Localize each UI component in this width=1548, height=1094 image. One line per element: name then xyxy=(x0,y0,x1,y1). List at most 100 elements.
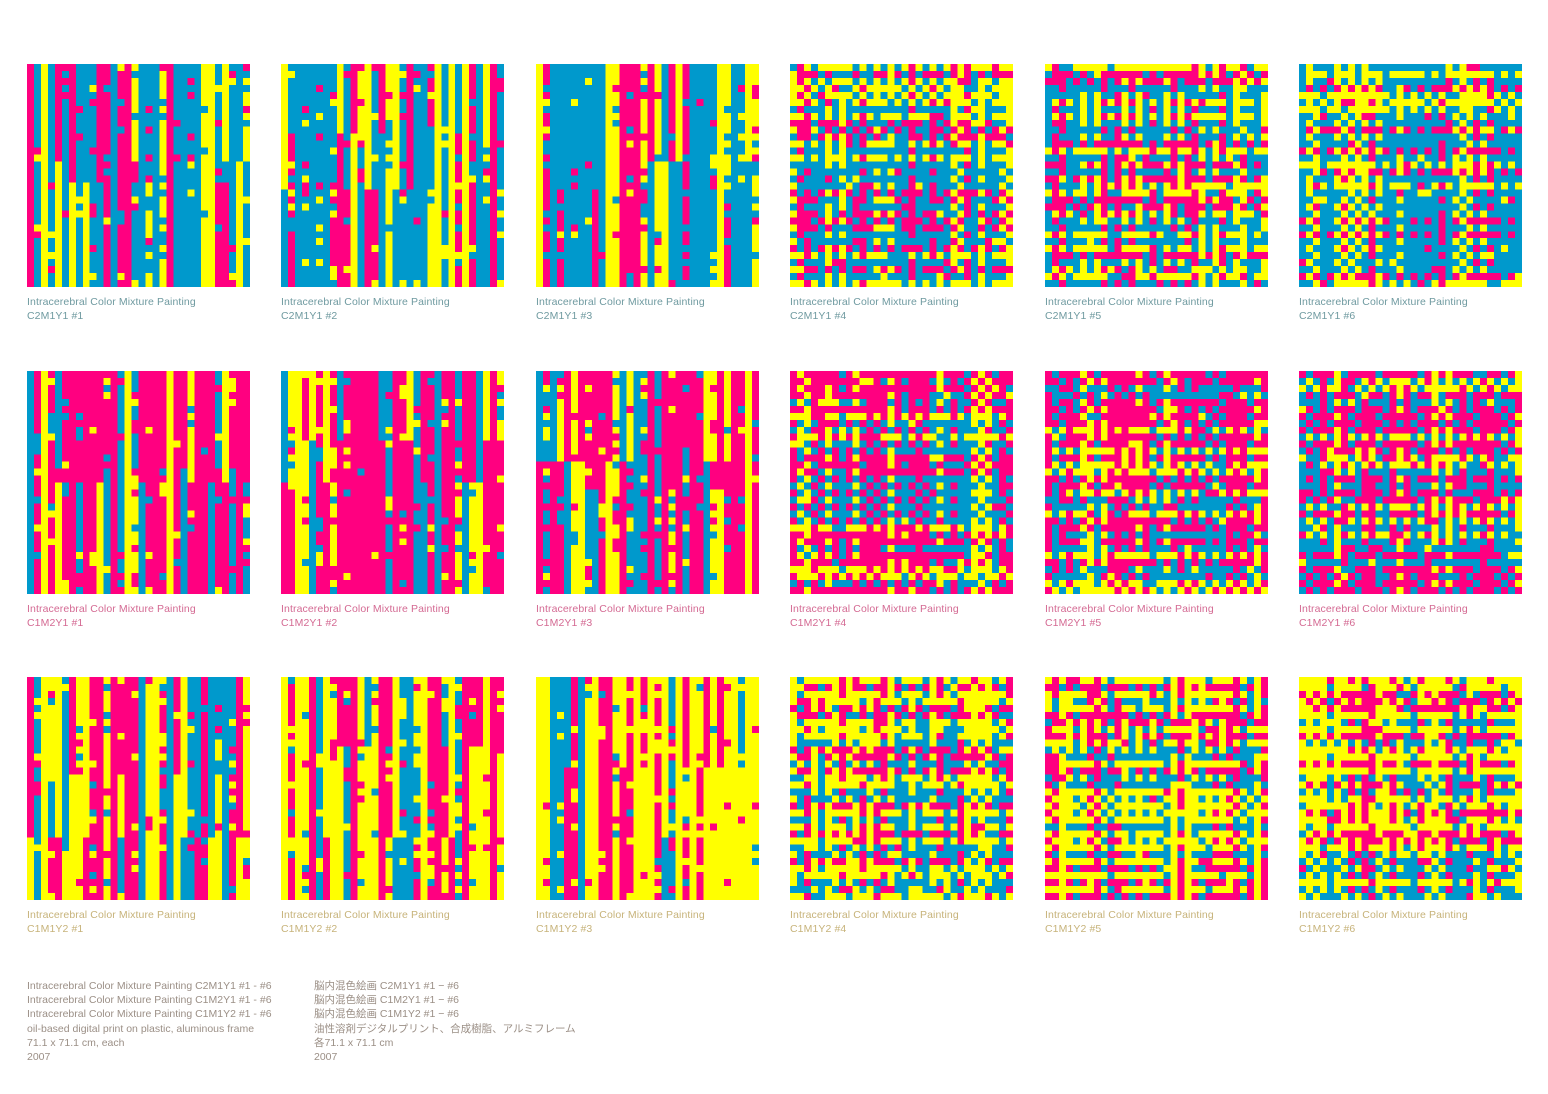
artwork-caption: Intracerebral Color Mixture Painting C1M… xyxy=(790,602,1013,630)
artwork-details-english: Intracerebral Color Mixture Painting C2M… xyxy=(27,979,272,1064)
pixel-painting xyxy=(27,64,250,287)
pixel-painting xyxy=(536,677,759,900)
artwork-caption: Intracerebral Color Mixture Painting C1M… xyxy=(281,908,504,936)
artwork-card: Intracerebral Color Mixture Painting C1M… xyxy=(1299,677,1522,936)
artwork-card: Intracerebral Color Mixture Painting C2M… xyxy=(27,64,250,323)
artwork-code: C1M1Y2 #3 xyxy=(536,923,593,935)
pixel-painting xyxy=(27,677,250,900)
artwork-code: C2M1Y1 #4 xyxy=(790,310,847,322)
artwork-title: Intracerebral Color Mixture Painting xyxy=(1299,909,1468,921)
artwork-code: C1M1Y2 #6 xyxy=(1299,923,1356,935)
artwork-caption: Intracerebral Color Mixture Painting C2M… xyxy=(1299,295,1522,323)
artwork-title: Intracerebral Color Mixture Painting xyxy=(1299,603,1468,615)
artwork-code: C2M1Y1 #6 xyxy=(1299,310,1356,322)
pixel-painting xyxy=(1045,64,1268,287)
artwork-code: C1M2Y1 #5 xyxy=(1045,617,1102,629)
artwork-title: Intracerebral Color Mixture Painting xyxy=(536,909,705,921)
details-line: 脳内混色絵画 C1M2Y1 #1 − #6 xyxy=(314,994,460,1007)
artwork-caption: Intracerebral Color Mixture Painting C2M… xyxy=(281,295,504,323)
pixel-painting xyxy=(790,371,1013,594)
artwork-card: Intracerebral Color Mixture Painting C1M… xyxy=(790,371,1013,630)
artwork-title: Intracerebral Color Mixture Painting xyxy=(536,296,705,308)
artwork-code: C1M2Y1 #1 xyxy=(27,617,84,629)
artwork-card: Intracerebral Color Mixture Painting C1M… xyxy=(1299,371,1522,630)
pixel-painting xyxy=(27,371,250,594)
pixel-painting xyxy=(790,677,1013,900)
artwork-code: C1M2Y1 #3 xyxy=(536,617,593,629)
artwork-title: Intracerebral Color Mixture Painting xyxy=(281,296,450,308)
details-medium: 油性溶剤デジタルプリント、合成樹脂、アルミフレーム xyxy=(314,1022,576,1035)
artwork-code: C1M2Y1 #4 xyxy=(790,617,847,629)
artwork-card: Intracerebral Color Mixture Painting C1M… xyxy=(281,371,504,630)
details-line: 脳内混色絵画 C1M1Y2 #1 − #6 xyxy=(314,1008,460,1021)
pixel-painting xyxy=(790,64,1013,287)
artwork-card: Intracerebral Color Mixture Painting C2M… xyxy=(536,64,759,323)
pixel-painting xyxy=(1299,371,1522,594)
artwork-card: Intracerebral Color Mixture Painting C1M… xyxy=(1045,677,1268,936)
artwork-title: Intracerebral Color Mixture Painting xyxy=(27,603,196,615)
pixel-painting xyxy=(281,64,504,287)
artwork-details-japanese: 脳内混色絵画 C2M1Y1 #1 − #6 脳内混色絵画 C1M2Y1 #1 −… xyxy=(314,979,576,1064)
details-line: Intracerebral Color Mixture Painting C2M… xyxy=(27,980,272,992)
artwork-code: C2M1Y1 #2 xyxy=(281,310,338,322)
artwork-code: C2M1Y1 #5 xyxy=(1045,310,1102,322)
artwork-card: Intracerebral Color Mixture Painting C1M… xyxy=(27,371,250,630)
artwork-card: Intracerebral Color Mixture Painting C2M… xyxy=(281,64,504,323)
details-medium: oil-based digital print on plastic, alum… xyxy=(27,1022,255,1035)
artwork-card: Intracerebral Color Mixture Painting C1M… xyxy=(790,677,1013,936)
pixel-painting xyxy=(1299,677,1522,900)
artwork-caption: Intracerebral Color Mixture Painting C2M… xyxy=(1045,295,1268,323)
details-size: 71.1 x 71.1 cm, each xyxy=(27,1036,125,1049)
artwork-code: C1M2Y1 #2 xyxy=(281,617,338,629)
artwork-code: C1M1Y2 #1 xyxy=(27,923,84,935)
details-line: Intracerebral Color Mixture Painting C1M… xyxy=(27,994,272,1007)
artwork-caption: Intracerebral Color Mixture Painting C1M… xyxy=(1299,602,1522,630)
artwork-card: Intracerebral Color Mixture Painting C1M… xyxy=(281,677,504,936)
pixel-painting xyxy=(281,677,504,900)
artwork-card: Intracerebral Color Mixture Painting C1M… xyxy=(1045,371,1268,630)
artwork-caption: Intracerebral Color Mixture Painting C1M… xyxy=(1299,908,1522,936)
artwork-caption: Intracerebral Color Mixture Painting C1M… xyxy=(790,908,1013,936)
artwork-title: Intracerebral Color Mixture Painting xyxy=(536,603,705,615)
artwork-code: C1M1Y2 #5 xyxy=(1045,923,1102,935)
pixel-painting xyxy=(281,371,504,594)
artwork-title: Intracerebral Color Mixture Painting xyxy=(790,296,959,308)
details-size: 各71.1 x 71.1 cm xyxy=(314,1036,394,1049)
artwork-caption: Intracerebral Color Mixture Painting C1M… xyxy=(536,602,759,630)
pixel-painting xyxy=(1045,371,1268,594)
artwork-card: Intracerebral Color Mixture Painting C1M… xyxy=(536,677,759,936)
artwork-card: Intracerebral Color Mixture Painting C2M… xyxy=(1045,64,1268,323)
artwork-card: Intracerebral Color Mixture Painting C2M… xyxy=(1299,64,1522,323)
artwork-title: Intracerebral Color Mixture Painting xyxy=(27,909,196,921)
artwork-card: Intracerebral Color Mixture Painting C2M… xyxy=(790,64,1013,323)
artwork-title: Intracerebral Color Mixture Painting xyxy=(1045,296,1214,308)
pixel-painting xyxy=(536,371,759,594)
details-line: 脳内混色絵画 C2M1Y1 #1 − #6 xyxy=(314,980,460,992)
artwork-title: Intracerebral Color Mixture Painting xyxy=(1045,603,1214,615)
artwork-title: Intracerebral Color Mixture Painting xyxy=(1045,909,1214,921)
pixel-painting xyxy=(1299,64,1522,287)
artwork-caption: Intracerebral Color Mixture Painting C2M… xyxy=(27,295,250,323)
artwork-title: Intracerebral Color Mixture Painting xyxy=(281,603,450,615)
details-year: 2007 xyxy=(27,1051,51,1064)
pixel-painting xyxy=(1045,677,1268,900)
artwork-title: Intracerebral Color Mixture Painting xyxy=(281,909,450,921)
artwork-caption: Intracerebral Color Mixture Painting C1M… xyxy=(1045,602,1268,630)
artwork-card: Intracerebral Color Mixture Painting C1M… xyxy=(27,677,250,936)
artwork-code: C2M1Y1 #3 xyxy=(536,310,593,322)
artwork-title: Intracerebral Color Mixture Painting xyxy=(1299,296,1468,308)
details-line: Intracerebral Color Mixture Painting C1M… xyxy=(27,1008,272,1021)
artwork-title: Intracerebral Color Mixture Painting xyxy=(27,296,196,308)
artwork-code: C2M1Y1 #1 xyxy=(27,310,84,322)
artwork-code: C1M2Y1 #6 xyxy=(1299,617,1356,629)
artwork-caption: Intracerebral Color Mixture Painting C1M… xyxy=(27,602,250,630)
artwork-code: C1M1Y2 #4 xyxy=(790,923,847,935)
artwork-caption: Intracerebral Color Mixture Painting C2M… xyxy=(536,295,759,323)
artwork-title: Intracerebral Color Mixture Painting xyxy=(790,603,959,615)
artwork-code: C1M1Y2 #2 xyxy=(281,923,338,935)
pixel-painting xyxy=(536,64,759,287)
artwork-caption: Intracerebral Color Mixture Painting C1M… xyxy=(281,602,504,630)
artwork-card: Intracerebral Color Mixture Painting C1M… xyxy=(536,371,759,630)
artwork-caption: Intracerebral Color Mixture Painting C2M… xyxy=(790,295,1013,323)
artwork-caption: Intracerebral Color Mixture Painting C1M… xyxy=(1045,908,1268,936)
